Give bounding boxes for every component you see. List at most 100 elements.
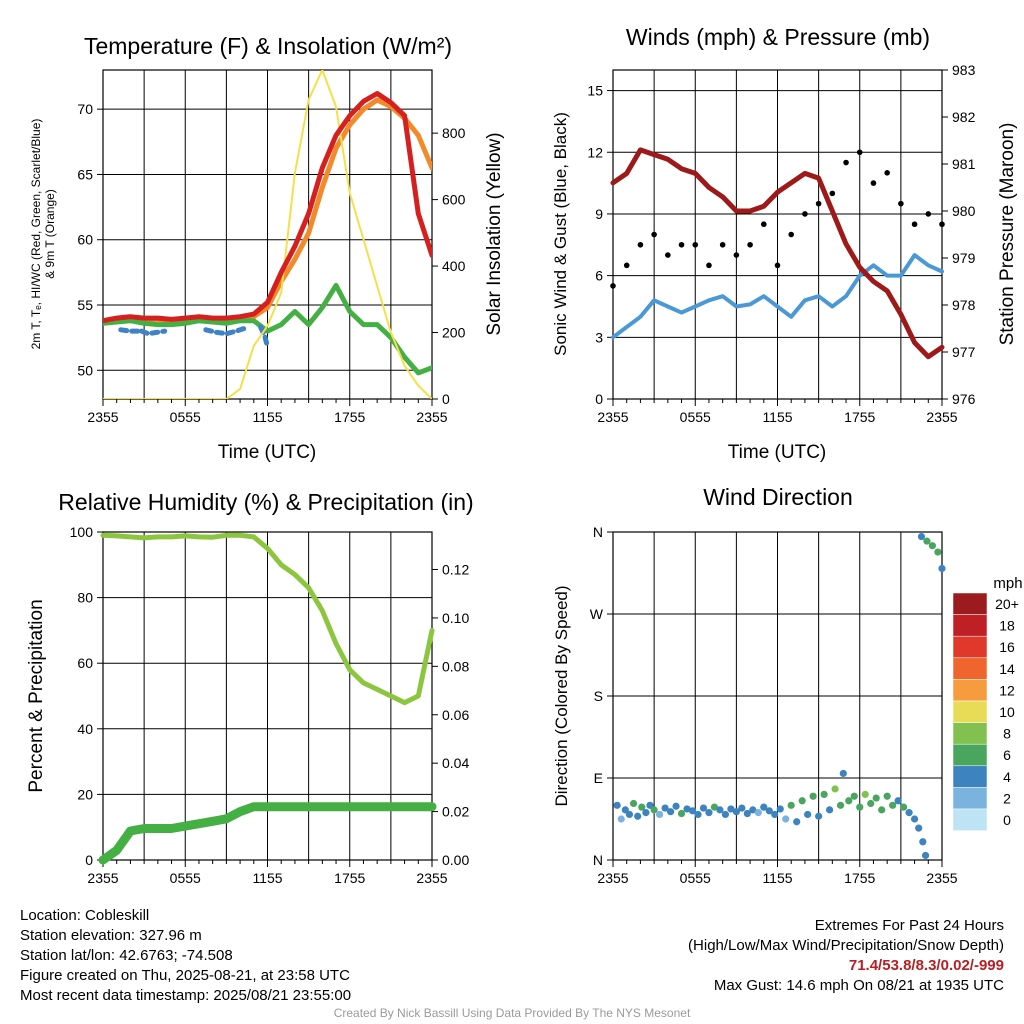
precip-right-tick-label: 0.02 — [442, 804, 469, 820]
legend-swatch — [952, 808, 988, 831]
direction-y-tick-label: N — [593, 852, 603, 868]
direction-point — [900, 803, 908, 811]
direction-y-tick-label: W — [590, 606, 604, 622]
direction-point — [867, 799, 875, 808]
direction-point — [831, 785, 839, 793]
gust-point — [651, 231, 657, 238]
direction-point — [721, 810, 730, 819]
direction-point — [705, 809, 713, 817]
pressure-right-tick-label: 981 — [952, 156, 976, 172]
direction-point — [613, 801, 621, 809]
winds-y-tick-label: 9 — [595, 206, 603, 222]
winds-x-tick-label: 0555 — [680, 409, 711, 425]
temperature-y-tick-label: 55 — [77, 297, 93, 313]
figure-created: Figure created on Thu, 2025-08-21, at 23… — [20, 967, 350, 984]
direction-point — [625, 810, 634, 819]
direction-x-tick-label: 1155 — [762, 870, 792, 886]
direction-point — [919, 838, 927, 846]
winds-x-tick-label: 1155 — [762, 409, 792, 425]
gust-point — [843, 159, 849, 166]
temperature-x-tick-label: 0555 — [170, 409, 201, 425]
direction-point — [915, 824, 923, 832]
legend-swatch — [952, 592, 988, 615]
winds-y-tick-label: 15 — [587, 83, 603, 99]
max-gust: Max Gust: 14.6 mph On 08/21 at 1935 UTC — [713, 977, 1004, 994]
temperature-panel-title: Temperature (F) & Insolation (W/m²) — [84, 33, 452, 59]
direction-point — [629, 799, 638, 808]
legend-label: 4 — [1003, 769, 1011, 785]
heat-index-line — [203, 326, 247, 337]
direction-point — [921, 851, 930, 860]
direction-point — [650, 806, 658, 814]
insolation-right-tick-label: 600 — [442, 192, 466, 208]
gust-point — [678, 241, 685, 248]
humidity-left-axis-label: Percent & Precipitation — [26, 599, 47, 792]
direction-x-tick-label: 2355 — [926, 870, 957, 886]
humidity-x-tick-label: 2355 — [87, 870, 118, 886]
legend-label: 10 — [999, 704, 1015, 720]
humidity-panel-title: Relative Humidity (%) & Precipitation (i… — [58, 489, 473, 515]
humidity-x-tick-label: 1155 — [252, 870, 282, 886]
direction-point — [883, 792, 891, 800]
insolation-right-tick-label: 400 — [442, 258, 466, 274]
humidity-y-tick-label: 20 — [77, 786, 93, 802]
dewpoint-line — [103, 282, 432, 376]
winds-x-tick-label: 2355 — [597, 409, 628, 425]
wind-direction-panel: Wind Direction Direction (Colored By Spe… — [552, 484, 1023, 886]
station-latlon: Station lat/lon: 42.6763; -74.508 — [20, 947, 233, 964]
legend-swatch — [952, 679, 988, 702]
legend-swatch — [952, 700, 988, 723]
pressure-right-tick-label: 982 — [952, 109, 976, 125]
gust-point — [747, 241, 753, 248]
direction-point — [634, 812, 642, 820]
direction-point — [765, 807, 773, 815]
legend-label: 18 — [999, 618, 1015, 634]
direction-point — [666, 808, 675, 816]
station-info: Location: Cobleskill Station elevation: … — [20, 906, 351, 1006]
gust-point — [829, 190, 836, 197]
heat-index-line — [258, 324, 270, 350]
sonic-wind-line — [611, 253, 944, 340]
gust-point — [623, 262, 630, 269]
legend-swatch — [952, 722, 988, 745]
direction-point — [878, 806, 886, 814]
direction-point — [760, 803, 768, 811]
humidity-y-tick-label: 40 — [77, 721, 93, 737]
direction-point — [923, 537, 931, 545]
station-location: Location: Cobleskill — [20, 907, 150, 924]
precip-right-tick-label: 0.06 — [442, 707, 469, 723]
direction-y-tick-label: S — [594, 688, 603, 704]
gust-point — [733, 252, 740, 258]
winds-x-axis-label: Time (UTC) — [728, 442, 827, 463]
direction-point — [732, 808, 740, 816]
direction-point — [771, 810, 779, 819]
legend-label: 20+ — [995, 596, 1019, 612]
legend-label: 14 — [999, 661, 1015, 677]
gust-point — [637, 241, 644, 248]
direction-point — [839, 769, 847, 778]
temperature-y-tick-label: 70 — [77, 101, 93, 117]
gust-point — [706, 262, 712, 269]
precip-right-tick-label: 0.08 — [442, 658, 469, 674]
insolation-right-tick-label: 800 — [442, 125, 466, 141]
precip-right-tick-label: 0.04 — [442, 755, 469, 771]
humidity-x-tick-label: 0555 — [170, 870, 201, 886]
winds-y-tick-label: 3 — [595, 329, 603, 345]
speed-legend-title: mph — [993, 575, 1022, 592]
direction-y-tick-label: E — [594, 770, 603, 786]
gust-point — [719, 241, 726, 248]
legend-label: 2 — [1003, 790, 1011, 806]
direction-point — [793, 818, 801, 826]
temperature-y-tick-label: 60 — [77, 232, 93, 248]
direction-point — [688, 807, 697, 815]
wind-direction-panel-title: Wind Direction — [703, 484, 853, 510]
temperature-x-tick-label: 1755 — [334, 409, 365, 425]
direction-point — [889, 801, 897, 809]
precip-line — [98, 802, 437, 865]
credit-line: Created By Nick Bassill Using Data Provi… — [333, 1006, 691, 1020]
temperature-y-tick-label: 65 — [77, 166, 93, 182]
direction-point — [910, 815, 919, 823]
direction-point — [716, 806, 724, 814]
winds-panel: Winds (mph) & Pressure (mb) Sonic Wind &… — [551, 24, 1018, 463]
